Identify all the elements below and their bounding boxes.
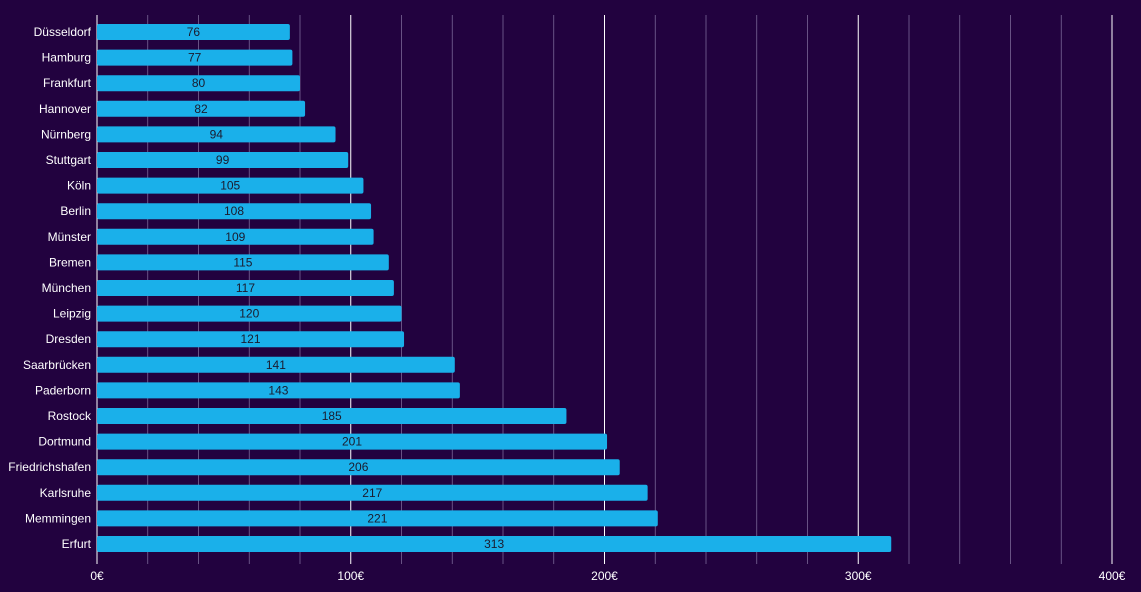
value-label: 115 <box>233 255 252 269</box>
category-label: München <box>42 281 91 295</box>
value-label: 221 <box>367 511 387 525</box>
value-label: 217 <box>362 486 382 500</box>
x-tick-label: 0€ <box>90 569 104 583</box>
category-label: Bremen <box>49 255 91 269</box>
bar <box>97 331 405 348</box>
bar <box>97 228 374 245</box>
category-label: Karlsruhe <box>40 486 92 500</box>
value-label: 117 <box>236 281 255 295</box>
bars <box>97 24 892 552</box>
bar <box>97 177 364 194</box>
bar <box>97 152 349 168</box>
bar <box>97 75 300 92</box>
category-label: Frankfurt <box>43 76 92 90</box>
value-label: 99 <box>216 153 230 167</box>
x-tick-label: 400€ <box>1099 569 1126 583</box>
value-label: 77 <box>188 51 202 65</box>
x-tick-label: 200€ <box>591 569 618 583</box>
category-label: Hamburg <box>42 51 91 65</box>
bar <box>97 408 567 424</box>
bar <box>97 356 455 373</box>
value-label: 141 <box>266 358 286 372</box>
value-label: 201 <box>342 435 362 449</box>
category-label: Friedrichshafen <box>8 460 91 474</box>
category-label: Paderborn <box>35 383 91 397</box>
bar <box>97 459 620 476</box>
category-label: Dresden <box>46 332 91 346</box>
bar <box>97 24 290 40</box>
bar <box>97 536 892 552</box>
value-label: 82 <box>194 102 208 116</box>
category-label: Düsseldorf <box>34 25 92 39</box>
category-label: Leipzig <box>53 307 91 321</box>
bar <box>97 305 402 322</box>
value-label: 109 <box>225 230 245 244</box>
bar <box>97 382 460 399</box>
x-axis-tick-labels: 0€ 100€ 200€ 300€ 400€ <box>90 569 1125 583</box>
bar <box>97 433 608 450</box>
category-labels: Düsseldorf Hamburg Frankfurt Hannover Nürnbe… <box>8 25 92 551</box>
value-label: 185 <box>322 409 342 423</box>
category-label: Berlin <box>60 204 91 218</box>
value-label: 76 <box>187 25 201 39</box>
category-label: Hannover <box>39 102 91 116</box>
category-label: Münster <box>48 230 91 244</box>
value-label: 80 <box>192 76 206 90</box>
x-tick-label: 100€ <box>337 569 364 583</box>
value-label: 143 <box>268 383 288 397</box>
category-label: Dortmund <box>38 435 91 449</box>
x-tick-label: 300€ <box>845 569 872 583</box>
bar <box>97 203 372 220</box>
category-label: Erfurt <box>62 537 92 551</box>
bar <box>97 126 336 143</box>
bar <box>97 100 306 117</box>
category-label: Stuttgart <box>46 153 92 167</box>
category-label: Köln <box>67 179 91 193</box>
bar <box>97 484 648 501</box>
value-label: 94 <box>210 127 224 141</box>
value-label: 108 <box>224 204 244 218</box>
value-label: 121 <box>241 332 261 346</box>
value-label: 206 <box>348 460 368 474</box>
category-label: Saarbrücken <box>23 358 91 372</box>
bar <box>97 280 394 296</box>
category-label: Memmingen <box>25 511 91 525</box>
value-label: 105 <box>220 179 240 193</box>
category-label: Nürnberg <box>41 127 91 141</box>
bar <box>97 510 658 527</box>
category-label: Rostock <box>48 409 92 423</box>
bar <box>97 49 293 66</box>
bar <box>97 254 389 271</box>
value-label: 120 <box>239 307 259 321</box>
value-label: 313 <box>484 537 504 551</box>
